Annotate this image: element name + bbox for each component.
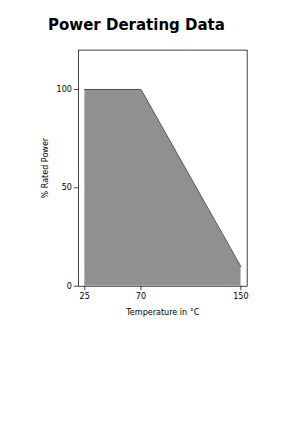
svg-text:0: 0 <box>67 282 72 291</box>
svg-text:100: 100 <box>57 85 72 94</box>
svg-text:50: 50 <box>62 183 72 192</box>
html-text:Power Derating Data: Power Derating Data <box>48 16 225 34</box>
svg-text:25: 25 <box>80 292 90 301</box>
svg-text:150: 150 <box>233 292 248 301</box>
svg-text:% Rated Power: % Rated Power <box>41 137 50 198</box>
svg-text:70: 70 <box>136 292 146 301</box>
svg-text:Temperature in °C: Temperature in °C <box>125 308 199 317</box>
